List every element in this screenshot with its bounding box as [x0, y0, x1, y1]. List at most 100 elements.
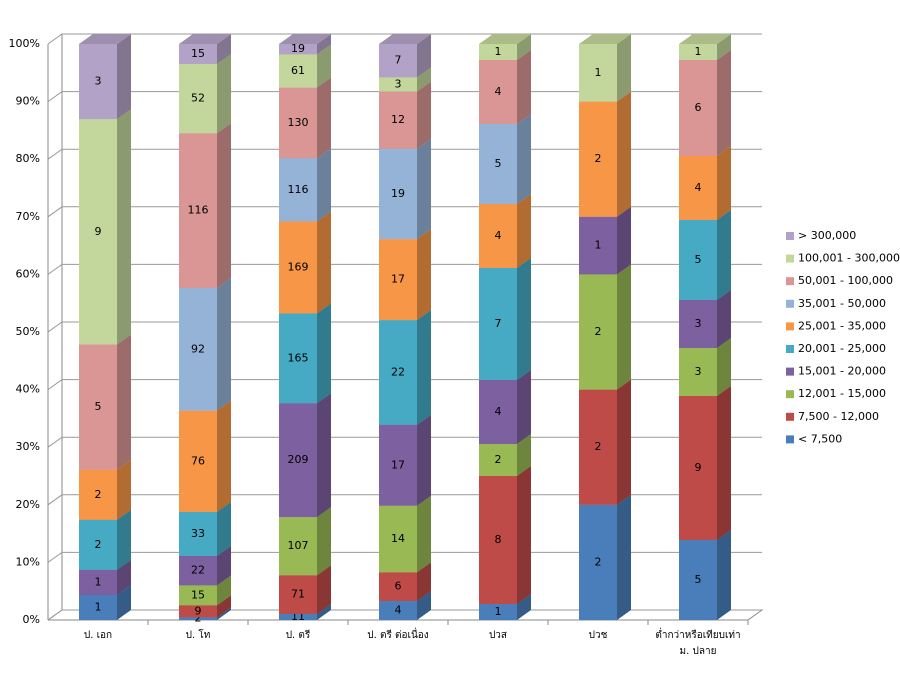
bar-segment	[379, 229, 431, 321]
bar-segment	[79, 34, 131, 120]
bar-front	[179, 585, 217, 606]
bar-side	[517, 594, 531, 620]
bar-segment	[79, 334, 131, 470]
bar-front	[379, 572, 417, 601]
x-tick-label: ป. เอก	[83, 630, 113, 641]
bar-front	[79, 519, 117, 570]
data-label: 6	[695, 101, 702, 114]
bar-side	[617, 264, 631, 390]
data-label: 22	[191, 564, 205, 577]
bar-segment	[579, 494, 631, 620]
bar-segment	[479, 258, 531, 380]
data-label: 2	[595, 555, 602, 568]
bar-side	[117, 34, 131, 120]
bar-front	[579, 44, 617, 102]
x-tick-label: ปวส	[488, 630, 508, 641]
bar-front	[479, 604, 517, 620]
bar-segment	[479, 434, 531, 476]
y-tick-label: 30%	[16, 440, 40, 453]
bar-front	[479, 204, 517, 268]
data-label: 9	[95, 225, 102, 238]
bar-front	[279, 158, 317, 222]
bar-side	[417, 310, 431, 425]
bar-side	[417, 67, 431, 92]
bar-front	[179, 512, 217, 556]
bar-segment	[679, 50, 731, 156]
data-label: 9	[695, 461, 702, 474]
bar-front	[279, 87, 317, 159]
bar-front	[479, 60, 517, 124]
y-tick-label: 0%	[23, 613, 40, 626]
bar-segment	[379, 138, 431, 240]
bar-front	[79, 344, 117, 470]
bar-segment	[679, 34, 731, 60]
bar-side	[517, 434, 531, 476]
bar-side	[317, 604, 331, 620]
bar-front	[179, 288, 217, 411]
data-label: 9	[195, 604, 202, 617]
bar-front	[179, 617, 217, 620]
bar-front	[379, 91, 417, 149]
bar-side	[217, 278, 231, 411]
bar-side	[617, 379, 631, 505]
bar-side	[217, 546, 231, 586]
bar-front	[279, 221, 317, 314]
data-label: 1	[595, 239, 602, 252]
bar-front	[679, 220, 717, 300]
y-tick-label: 40%	[16, 383, 40, 396]
bar-side	[217, 400, 231, 512]
data-label: 1	[495, 45, 502, 58]
bar-side	[317, 507, 331, 576]
bar-top	[179, 34, 231, 44]
data-label: 1	[695, 45, 702, 58]
bar-front	[679, 60, 717, 156]
y-tick-label: 50%	[16, 325, 40, 338]
bar-front	[379, 320, 417, 425]
data-label: 1	[95, 575, 102, 588]
data-label: 3	[395, 77, 402, 90]
bar-side	[517, 114, 531, 204]
y-tick-label: 70%	[16, 210, 40, 223]
bar-segment	[479, 34, 531, 60]
bar-segment	[79, 109, 131, 345]
data-label: 8	[495, 533, 502, 546]
legend-label: 35,001 - 50,000	[798, 297, 886, 310]
bar-side	[117, 509, 131, 570]
legend-label: 12,001 - 15,000	[798, 387, 886, 400]
bar-segment	[479, 370, 531, 444]
bar-side	[517, 34, 531, 60]
bar-front	[679, 44, 717, 60]
bar-front	[179, 44, 217, 64]
bar-segment	[479, 466, 531, 604]
bar-front	[179, 605, 217, 618]
data-label: 7	[395, 54, 402, 67]
data-label: 107	[288, 539, 309, 552]
bar-segment	[579, 34, 631, 102]
bar-front	[679, 540, 717, 620]
bar-front	[579, 504, 617, 620]
bar-front	[379, 505, 417, 573]
y-tick-label: 20%	[16, 498, 40, 511]
bar-segment	[679, 530, 731, 620]
data-label: 12	[391, 113, 405, 126]
bar-front	[379, 77, 417, 92]
bar-side	[217, 54, 231, 134]
bar-side	[517, 466, 531, 604]
bar-front	[479, 124, 517, 204]
bar-side	[717, 210, 731, 300]
bar-front	[679, 300, 717, 348]
data-label: 19	[291, 42, 305, 55]
bar-front	[679, 396, 717, 540]
bar-front	[79, 44, 117, 120]
bar-side	[417, 229, 431, 321]
data-label: 1	[595, 66, 602, 79]
bar-side	[317, 565, 331, 615]
data-label: 130	[288, 116, 309, 129]
x-tick-label: ต่ำกว่าหรือเทียบเท่า ม. ปลาย	[655, 630, 741, 657]
bar-side	[417, 562, 431, 601]
bar-side	[317, 211, 331, 314]
bar-side	[517, 50, 531, 124]
bar-front	[79, 469, 117, 520]
y-tick-label: 100%	[9, 37, 40, 50]
bar-front	[279, 403, 317, 518]
